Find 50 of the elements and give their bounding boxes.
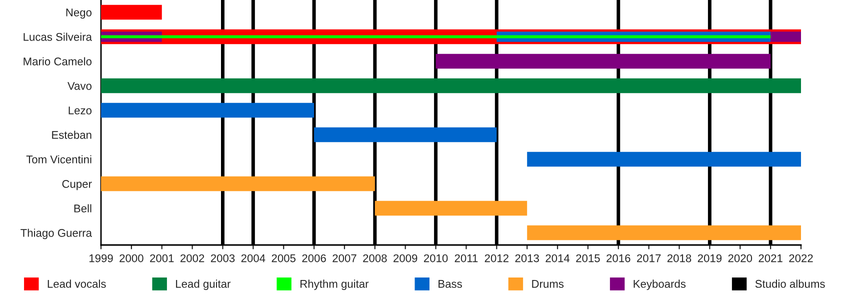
legend-label: Lead vocals — [48, 280, 106, 288]
x-tick-label: 2021 — [758, 254, 782, 262]
x-tick-label: 2019 — [698, 254, 722, 262]
legend-label: Bass — [438, 280, 462, 288]
bar — [101, 78, 801, 94]
y-tick-label: Tom Vicentini — [26, 155, 92, 164]
x-tick-label: 2002 — [180, 254, 204, 262]
legend-label: Keyboards — [634, 280, 686, 290]
x-tick-label: 2000 — [120, 254, 144, 262]
y-tick-label: Esteban — [52, 130, 92, 139]
x-tick-label: 2018 — [667, 254, 692, 262]
x-tick-label: 2005 — [272, 254, 296, 262]
x-tick-label: 2022 — [789, 254, 813, 262]
legend-label: Studio albums — [755, 280, 825, 288]
bar — [314, 127, 497, 142]
x-tick-label: 2003 — [210, 254, 235, 262]
y-tick-label: Lezo — [68, 106, 92, 114]
bar — [374, 200, 528, 216]
legend-label: Lead guitar — [176, 280, 231, 290]
x-tick-label: 2015 — [576, 254, 600, 262]
x-tick-label: 2020 — [728, 254, 752, 262]
x-tick-label: 2006 — [302, 254, 326, 262]
legend-label: Drums — [532, 280, 564, 288]
x-tick-label: 2010 — [424, 254, 448, 262]
x-tick-label: 2008 — [363, 254, 387, 262]
y-tick-label: Lucas Silveira — [24, 32, 92, 41]
y-tick-label: Bell — [74, 204, 92, 212]
bar — [101, 176, 375, 192]
x-tick-label: 2007 — [332, 254, 356, 262]
y-tick-label: Nego — [66, 8, 92, 19]
x-tick-label: 2016 — [606, 254, 630, 262]
x-tick-label: 2011 — [454, 254, 478, 262]
x-tick-label: 2014 — [546, 254, 570, 262]
x-tick-label: 1999 — [89, 254, 113, 262]
bar — [101, 102, 314, 118]
legend-label: Rhythm guitar — [300, 280, 369, 290]
x-tick-label: 2004 — [241, 254, 266, 262]
y-tick-label: Cuper — [62, 180, 92, 190]
y-tick-label: Mario Camelo — [24, 57, 92, 66]
bar — [770, 32, 801, 42]
bar — [101, 4, 162, 20]
bar — [527, 225, 801, 240]
x-tick-label: 2013 — [515, 254, 539, 262]
x-tick-label: 2012 — [484, 254, 508, 262]
x-tick-label: 2009 — [394, 254, 418, 262]
x-tick-label: 2001 — [150, 254, 174, 262]
y-tick-label: Thiago Guerra — [20, 228, 92, 240]
bar — [527, 152, 801, 167]
y-tick-label: Vavo — [68, 82, 92, 90]
x-tick-label: 2017 — [637, 254, 661, 262]
